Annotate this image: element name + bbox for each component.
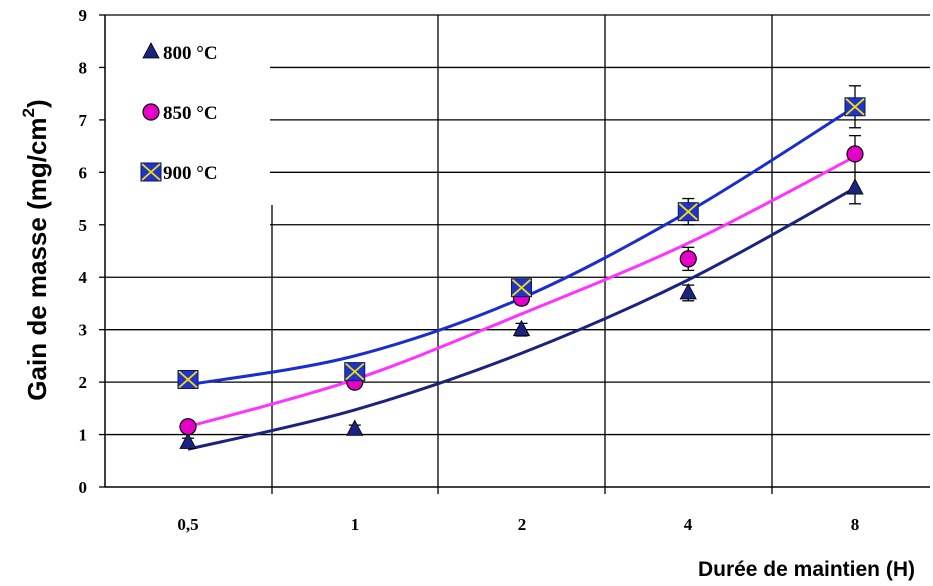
legend-label: 850 °C xyxy=(163,103,218,124)
data-point xyxy=(844,97,866,117)
data-point xyxy=(344,362,366,382)
data-point xyxy=(511,278,532,298)
legend: 800 °C 850 °C 900 °C xyxy=(140,42,218,184)
y-axis-title-main: Gain de masse (mg/cm xyxy=(22,117,52,400)
data-point xyxy=(346,419,364,436)
x-tick-label: 1 xyxy=(351,515,360,534)
y-tick-label: 5 xyxy=(79,216,88,235)
y-axis-title-close: ) xyxy=(22,99,52,108)
fit-lines xyxy=(187,105,856,451)
marker-cross xyxy=(511,279,532,297)
marker-cross xyxy=(845,98,865,116)
data-point xyxy=(846,178,864,195)
legend-marker xyxy=(140,162,162,182)
y-tick-label: 7 xyxy=(79,111,88,130)
x-tick-label: 0,5 xyxy=(177,515,198,534)
data-point xyxy=(177,369,199,389)
y-tick-label: 9 xyxy=(79,6,88,25)
legend-marker xyxy=(142,42,160,59)
marker-cross xyxy=(178,370,198,389)
data-point xyxy=(679,283,697,300)
marker-cross xyxy=(345,362,365,381)
legend-label: 900 °C xyxy=(163,163,218,184)
y-tick-label: 4 xyxy=(79,268,88,287)
grid xyxy=(105,14,930,487)
y-tick-label: 6 xyxy=(79,163,88,182)
data-point xyxy=(179,432,197,449)
data-point xyxy=(179,418,197,436)
legend-marker xyxy=(142,103,160,121)
y-axis-title: Gain de masse (mg/cm2) xyxy=(19,99,52,400)
y-tick-label: 0 xyxy=(79,478,88,497)
fit-line xyxy=(187,186,856,451)
y-tick-label: 3 xyxy=(79,321,88,340)
legend-label: 800 °C xyxy=(163,43,218,64)
data-point xyxy=(679,250,697,268)
data-point xyxy=(846,145,864,163)
fit-line xyxy=(187,155,856,429)
y-tick-label: 2 xyxy=(79,373,88,392)
x-tick-label: 8 xyxy=(851,515,860,534)
tick-labels: 0 1 2 3 4 5 6 7 8 9 0,5 1 2 4 8 xyxy=(79,6,860,534)
x-axis-title: Durée de maintien (H) xyxy=(698,558,915,581)
data-point xyxy=(677,202,699,222)
error-bars xyxy=(182,85,861,448)
y-axis-title-superscript: 2 xyxy=(19,108,38,117)
data-point xyxy=(512,319,531,337)
marker-cross xyxy=(141,163,161,181)
y-tick-label: 8 xyxy=(79,58,88,77)
x-tick-label: 4 xyxy=(684,515,693,534)
data-points xyxy=(177,97,866,449)
marker-cross xyxy=(678,202,698,221)
axes xyxy=(99,14,930,494)
x-tick-label: 2 xyxy=(518,515,527,534)
y-tick-label: 1 xyxy=(79,426,88,445)
